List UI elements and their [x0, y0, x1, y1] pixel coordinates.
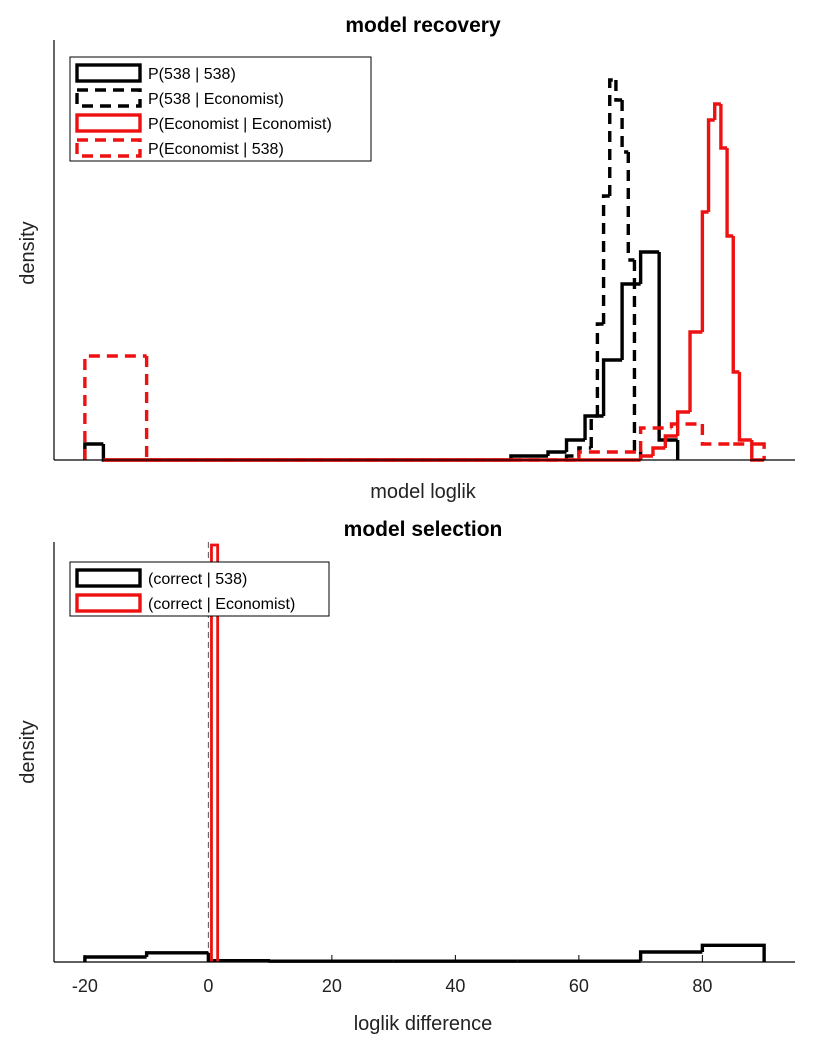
hist-bin-p-economist-economist — [737, 372, 752, 442]
legend-label-p-538-538: P(538 | 538) — [148, 66, 236, 83]
hist-bin-p-economist-538 — [700, 424, 734, 446]
hist-bin-p-economist-538 — [638, 426, 672, 452]
x-ticks: -20 0 20 40 60 80 — [72, 955, 712, 996]
legend-swatch-p-economist-economist — [75, 113, 142, 133]
hist-bin-correct-538 — [700, 943, 766, 962]
hist-bin-p-economist-538 — [669, 422, 703, 428]
legend: P(538 | 538) P(538 | Economist) P(Economis… — [69, 56, 372, 162]
legend-swatch-p-538-538 — [75, 63, 142, 83]
x-axis-label: model loglik — [370, 481, 477, 503]
hist-bin-p-economist-538 — [577, 450, 641, 460]
hist-bin-p-economist-538 — [144, 356, 579, 462]
legend-swatch-correct-538 — [75, 568, 142, 588]
chart-title: model selection — [344, 518, 503, 541]
x-tick-label: 0 — [203, 976, 213, 996]
legend-swatch-p-economist-538 — [75, 138, 142, 158]
hist-bin-p-economist-economist — [675, 410, 691, 436]
legend-entries: (correct | 538) (correct | Economist) — [75, 568, 295, 613]
x-tick-label: 40 — [445, 976, 465, 996]
hist-bin-p-538-economist — [608, 78, 616, 196]
x-tick-label: -20 — [72, 976, 98, 996]
panel-model-recovery: model recovery model loglik density P(53… — [17, 14, 795, 503]
hist-bin-correct-538 — [83, 955, 147, 962]
hist-bin-p-economist-538 — [83, 354, 147, 460]
hist-bin-p-economist-economist — [719, 104, 728, 150]
hist-bin-p-economist-economist — [688, 330, 703, 412]
hist-bin-p-538-economist — [626, 152, 635, 262]
panel-model-selection: model selection loglik difference densit… — [17, 518, 795, 1035]
hist-bin-p-538-economist — [601, 194, 610, 324]
hist-bin-p-economist-economist — [651, 446, 666, 456]
x-axis-label: loglik difference — [354, 1013, 493, 1035]
hist-bin-p-economist-economist — [663, 434, 678, 448]
hist-bin-p-538-538 — [83, 442, 104, 460]
hist-bin-p-538-538 — [620, 282, 641, 360]
legend-label-p-economist-economist: P(Economist | Economist) — [148, 116, 332, 133]
legend: (correct | 538) (correct | Economist) — [69, 561, 330, 617]
hist-bin-correct-economist — [210, 543, 220, 962]
hist-bin-p-538-economist — [589, 414, 598, 448]
legend-box — [69, 56, 372, 162]
legend-label-p-538-economist: P(538 | Economist) — [148, 91, 284, 108]
hist-bin-p-538-538 — [657, 252, 678, 442]
hist-bin-p-538-538 — [101, 444, 122, 462]
hist-bin-p-538-538 — [583, 414, 604, 440]
hist-bin-p-538-538 — [638, 250, 660, 284]
hist-bin-correct-538 — [144, 951, 209, 957]
legend-label-p-economist-538: P(Economist | 538) — [148, 141, 284, 158]
chart-title: model recovery — [345, 14, 501, 37]
hist-bin-p-538-538 — [546, 450, 567, 456]
hist-bin-p-538-economist — [595, 322, 604, 416]
hist-bin-p-economist-economist — [638, 454, 653, 460]
y-axis-label: density — [17, 720, 39, 783]
hist-bin-p-economist-economist — [700, 210, 709, 332]
hist-bin-p-economist-economist — [713, 102, 721, 120]
legend-label-correct-economist: (correct | Economist) — [148, 596, 295, 613]
x-tick-label: 80 — [692, 976, 712, 996]
hist-bin-p-538-economist — [620, 100, 629, 154]
hist-bin-p-economist-538 — [757, 442, 766, 460]
hist-bin-p-538-538 — [564, 438, 586, 452]
legend-swatch-p-538-economist — [75, 88, 142, 108]
hist-bin-correct-538 — [638, 950, 703, 962]
y-axis-label: density — [17, 221, 39, 284]
hist-bin-p-economist-economist — [706, 118, 715, 212]
hist-bin-p-economist-economist — [725, 148, 734, 238]
legend-swatch-correct-economist — [75, 593, 142, 613]
legend-label-correct-538: (correct | 538) — [148, 571, 247, 588]
hist-bin-p-538-538 — [601, 358, 623, 416]
hist-bin-p-538-economist — [614, 80, 623, 102]
x-tick-label: 60 — [569, 976, 589, 996]
x-tick-label: 20 — [322, 976, 342, 996]
hist-bin-p-economist-economist — [731, 236, 740, 374]
legend-entries: P(538 | 538) P(538 | Economist) P(Economis… — [75, 63, 332, 158]
